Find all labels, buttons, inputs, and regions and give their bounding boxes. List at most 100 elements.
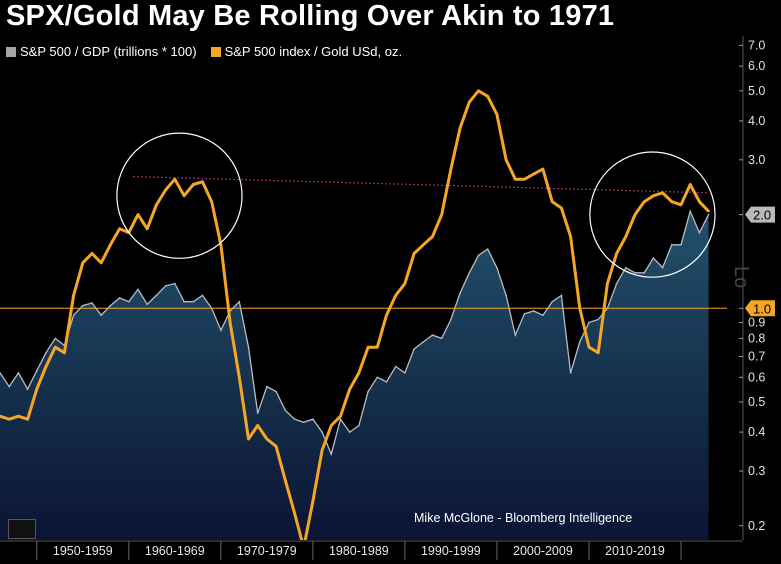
gdp-point [542, 314, 544, 317]
gold-point [532, 172, 535, 176]
gdp-point [201, 294, 204, 297]
gold-point [412, 252, 416, 255]
gdp-point [680, 244, 682, 246]
gold-point [155, 203, 158, 206]
gdp-point [367, 390, 369, 393]
gold-point [100, 261, 103, 264]
gold-point [182, 194, 186, 197]
gdp-point [625, 266, 627, 269]
legend: S&P 500 / GDP (trillions * 100) S&P 500 … [6, 44, 402, 59]
gold-point [274, 445, 278, 448]
gdp-point [118, 297, 121, 299]
x-tick-label: 1960-1969 [145, 544, 205, 558]
x-tick-label: 2000-2009 [513, 544, 573, 558]
y-tick-label: 0.9 [748, 316, 765, 330]
gdp-point [128, 300, 130, 303]
gold-point [523, 178, 526, 181]
gdp-area-fill [0, 211, 709, 541]
gold-point [17, 415, 20, 418]
gold-point [339, 415, 342, 418]
gdp-point [302, 421, 305, 424]
y-tick-label: 0.4 [748, 425, 765, 439]
x-tick-label: 1990-1999 [421, 544, 481, 558]
last-value-badge-2 [745, 300, 775, 317]
trend-dotted-line [133, 175, 709, 194]
gold-point [293, 511, 296, 515]
gdp-point [137, 288, 139, 291]
gdp-point [155, 294, 158, 297]
gold-ratio-line [0, 89, 710, 550]
gold-point [72, 294, 75, 297]
gdp-point [652, 257, 655, 259]
gdp-point [8, 385, 10, 388]
gdp-point [0, 372, 1, 374]
y-tick-label: 0.2 [748, 519, 765, 533]
gdp-point [431, 334, 434, 336]
legend-item-gdp[interactable]: S&P 500 / GDP (trillions * 100) [6, 44, 197, 59]
legend-label-gdp: S&P 500 / GDP (trillions * 100) [20, 44, 197, 59]
x-axis-band [0, 540, 781, 564]
gdp-point [146, 303, 148, 306]
gdp-point [496, 266, 498, 269]
gold-point [8, 418, 11, 421]
gold-point [136, 213, 140, 216]
gold-point [652, 194, 655, 197]
gdp-point [486, 248, 489, 250]
gold-point [394, 294, 397, 297]
gold-point [422, 243, 425, 246]
gdp-point [358, 424, 360, 427]
gold-point [707, 210, 710, 213]
source-credit: Mike McGlone - Bloomberg Intelligence [414, 511, 633, 525]
gdp-point [615, 282, 618, 285]
gold-point [0, 415, 2, 418]
gdp-point [293, 418, 296, 421]
gold-point [679, 203, 683, 206]
gdp-point [551, 300, 553, 303]
gold-point [661, 191, 664, 194]
gold-point [385, 314, 388, 317]
chart-title: SPX/Gold May Be Rolling Over Akin to 197… [6, 0, 615, 32]
gold-point [348, 387, 351, 391]
gold-point [670, 200, 673, 203]
gold-point [597, 351, 600, 354]
gdp-point [174, 282, 176, 285]
gdp-point [82, 304, 84, 307]
gold-point [256, 424, 259, 427]
y-tick-label: 0.5 [748, 395, 765, 409]
gdp-point [321, 431, 323, 433]
gdp-point [661, 266, 664, 269]
y-tick-label: 0.7 [748, 349, 765, 363]
gold-point [201, 180, 204, 183]
gdp-point [569, 372, 572, 374]
gdp-point [109, 304, 112, 307]
gdp-point [689, 210, 691, 213]
gdp-point [671, 244, 673, 246]
gold-point [265, 437, 269, 441]
y-tick-label: 4.0 [748, 114, 765, 128]
gdp-point [266, 385, 268, 388]
gdp-point [422, 341, 425, 343]
chart-type-icon[interactable] [8, 519, 36, 539]
gold-point [109, 243, 112, 246]
gdp-point [532, 310, 535, 312]
gdp-point [514, 334, 517, 336]
legend-swatch-gold [210, 46, 221, 57]
gold-point [495, 113, 499, 116]
y-tick-label: 5.0 [748, 84, 765, 98]
gold-point [541, 167, 545, 171]
gdp-point [275, 390, 277, 393]
gdp-point [284, 409, 287, 412]
x-tick-label: 1980-1989 [329, 544, 389, 558]
legend-item-gold[interactable]: S&P 500 index / Gold USd, oz. [210, 44, 402, 59]
gold-point [606, 282, 609, 285]
gold-point [578, 307, 581, 310]
gdp-point [91, 302, 93, 304]
gdp-point [588, 321, 590, 324]
gold-point [320, 448, 324, 452]
gold-point [633, 213, 637, 216]
gold-point [551, 200, 554, 203]
gold-point [284, 479, 287, 482]
gdp-point [560, 294, 563, 297]
gdp-point [36, 369, 38, 372]
